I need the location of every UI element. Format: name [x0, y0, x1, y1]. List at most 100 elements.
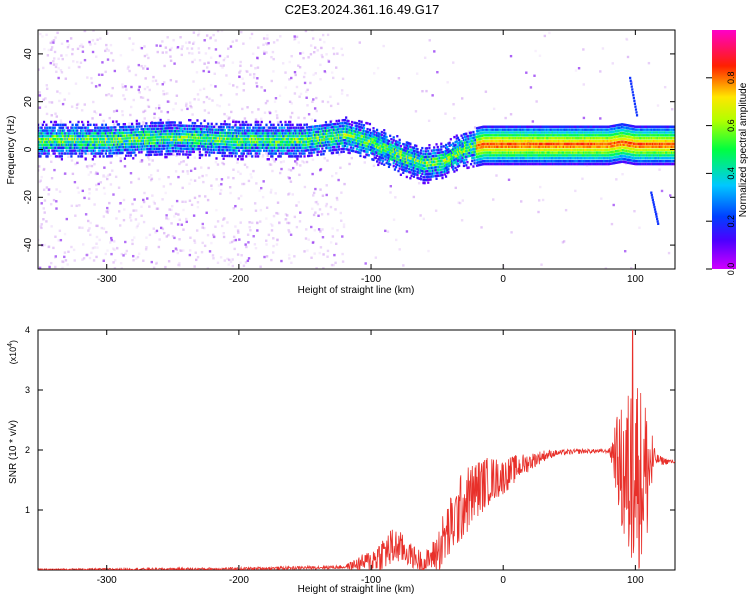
- spectrogram-cell: [424, 158, 427, 162]
- spectrogram-cell: [335, 151, 338, 154]
- spectrogram-cell: [239, 146, 242, 149]
- spectrogram-cell: [262, 50, 266, 54]
- spectrogram-cell: [154, 262, 158, 265]
- spectrogram-cell: [141, 133, 144, 137]
- spectrogram-cell: [109, 152, 112, 155]
- spectrogram-cell: [358, 125, 361, 129]
- spectrogram-cell: [262, 135, 266, 138]
- spectrogram-cell: [138, 145, 141, 148]
- spectrogram-cell: [328, 143, 331, 147]
- spectrogram-cell: [103, 166, 106, 169]
- spectrogram-cell: [48, 101, 51, 104]
- spectrogram-cell: [474, 138, 477, 142]
- spectrogram-cell: [347, 139, 350, 143]
- spectrogram-cell: [196, 133, 199, 137]
- spectrogram-cell: [172, 124, 175, 127]
- spectrogram-cell: [182, 138, 185, 142]
- spectrogram-cell: [246, 152, 249, 155]
- spectrogram-cell: [42, 146, 46, 149]
- spectrogram-cell: [340, 47, 343, 51]
- spectrogram-cell: [51, 146, 54, 149]
- spectrogram-cell: [79, 146, 83, 149]
- spectrogram-cell: [202, 69, 205, 73]
- spectrogram-cell: [158, 150, 161, 153]
- spectrogram-cell: [148, 130, 152, 134]
- spectrogram-cell: [182, 133, 185, 136]
- spectrogram-cell: [188, 182, 191, 185]
- spectrogram-cell: [255, 149, 259, 152]
- spectrogram-cell: [45, 149, 48, 152]
- spectrogram-cell: [317, 130, 320, 133]
- spectrogram-cell: [113, 146, 116, 149]
- spectrogram-cell: [287, 228, 290, 232]
- spectrogram-cell: [377, 163, 380, 167]
- spectrogram-cell: [444, 163, 448, 167]
- spectrogram-cell: [293, 146, 297, 149]
- spectrogram-cell: [124, 252, 127, 255]
- spectrogram-cell: [66, 135, 69, 138]
- spectrogram-cell: [429, 178, 432, 181]
- spectrogram-cell: [176, 130, 179, 133]
- spectrogram-cell: [62, 260, 65, 264]
- spectrogram-cell: [319, 167, 323, 171]
- spectrogram-cell: [83, 103, 86, 106]
- spectrogram-cell: [144, 130, 147, 134]
- spectrogram-cell: [194, 130, 197, 134]
- spectrogram-cell: [71, 137, 74, 141]
- spectrogram-cell: [234, 204, 237, 208]
- spectrogram-cell: [647, 61, 651, 65]
- spectrogram-cell: [433, 50, 436, 53]
- spectrogram-cell: [81, 45, 85, 49]
- spectrogram-cell: [342, 136, 345, 139]
- spectrogram-cell: [122, 148, 125, 152]
- spectrogram-cell: [121, 113, 124, 117]
- spectrogram-cell: [252, 126, 255, 129]
- spectrogram-cell: [360, 146, 363, 149]
- spectrogram-cell: [154, 79, 158, 82]
- spectrogram-cell: [467, 149, 470, 152]
- spectrogram-cell: [334, 148, 337, 152]
- spectrogram-cell: [186, 130, 190, 133]
- spectrogram-cell: [42, 66, 45, 70]
- spectrogram-cell: [85, 135, 88, 138]
- spectrogram-cell: [246, 233, 250, 236]
- spectrogram-cell: [348, 125, 351, 129]
- spectrogram-cell: [429, 169, 432, 173]
- spectrogram-cell: [509, 113, 513, 116]
- spectrogram-cell: [261, 132, 265, 135]
- spectrogram-cell: [155, 136, 159, 139]
- spectrogram-cell: [209, 148, 212, 151]
- spectrogram-cell: [298, 143, 301, 147]
- spectrogram-cell: [466, 140, 469, 144]
- spectrogram-cell: [348, 143, 351, 146]
- spectrogram-cell: [442, 165, 445, 168]
- spectrogram-cell: [199, 133, 203, 137]
- spectrogram-cell: [183, 124, 186, 127]
- spectrogram-cell: [115, 137, 118, 141]
- spectrogram-cell: [78, 149, 81, 152]
- spectrogram-cell: [60, 139, 63, 143]
- spectrogram-cell: [423, 176, 426, 179]
- spectrogram-cell: [169, 129, 172, 133]
- spectrogram-cell: [352, 132, 355, 136]
- spectrogram-cell: [266, 143, 269, 147]
- spectrogram-cell: [120, 134, 123, 137]
- spectrogram-cell: [199, 145, 203, 148]
- spectrogram-cell: [260, 126, 263, 129]
- spectrogram-cell: [114, 134, 117, 138]
- spectrogram-cell: [248, 226, 251, 229]
- spectrogram-cell: [100, 143, 103, 147]
- spectrogram-cell: [50, 135, 53, 138]
- spectrogram-cell: [246, 143, 249, 147]
- spectrogram-cell: [258, 129, 261, 132]
- spectrogram-cell: [146, 130, 149, 134]
- spectrogram-cell: [377, 132, 380, 135]
- spectrogram-cell: [374, 156, 377, 160]
- spectrogram-cell: [329, 205, 333, 209]
- spectrogram-cell: [460, 143, 463, 146]
- spectrogram-cell: [217, 142, 220, 146]
- spectrogram-cell: [77, 120, 80, 124]
- spectrogram-cell: [205, 34, 209, 37]
- spectrogram-cell: [342, 139, 345, 142]
- spectrogram-cell: [418, 163, 422, 166]
